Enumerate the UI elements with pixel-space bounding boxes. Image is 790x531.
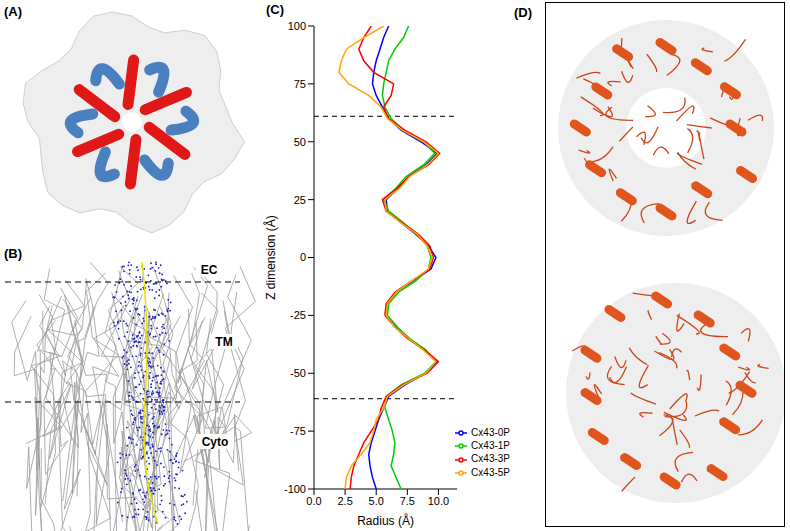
- svg-text:2.5: 2.5: [337, 495, 352, 507]
- html-text:Cx43-3P: Cx43-3P: [471, 453, 510, 465]
- svg-text:-25: -25: [290, 309, 306, 321]
- svg-text:50: 50: [294, 136, 306, 148]
- svg-text:25: 25: [294, 194, 306, 206]
- svg-text:0.0: 0.0: [306, 495, 321, 507]
- svg-text:Radius (Å): Radius (Å): [357, 513, 414, 528]
- svg-text:(A): (A): [4, 4, 22, 19]
- html-text:Cx43-0P: Cx43-0P: [471, 426, 510, 438]
- svg-text:0: 0: [300, 251, 306, 263]
- svg-text:10.0: 10.0: [428, 495, 449, 507]
- svg-text:-100: -100: [284, 483, 306, 495]
- svg-text:75: 75: [294, 78, 306, 90]
- html-text:(D): (D): [514, 5, 532, 20]
- svg-text:TM: TM: [215, 335, 232, 349]
- html-text:Cx43-5P: Cx43-5P: [471, 466, 510, 478]
- svg-text:100: 100: [288, 20, 306, 32]
- svg-text:EC: EC: [201, 263, 218, 277]
- svg-text:Cyto: Cyto: [202, 435, 229, 449]
- svg-text:-50: -50: [290, 367, 306, 379]
- svg-text:5.0: 5.0: [369, 495, 384, 507]
- svg-text:(B): (B): [4, 246, 22, 261]
- html-text:Cx43-1P: Cx43-1P: [471, 439, 510, 451]
- svg-text:7.5: 7.5: [400, 495, 415, 507]
- svg-text:Z dimension (Å): Z dimension (Å): [263, 215, 278, 300]
- html-text:(C): (C): [266, 2, 284, 17]
- svg-text:-75: -75: [290, 425, 306, 437]
